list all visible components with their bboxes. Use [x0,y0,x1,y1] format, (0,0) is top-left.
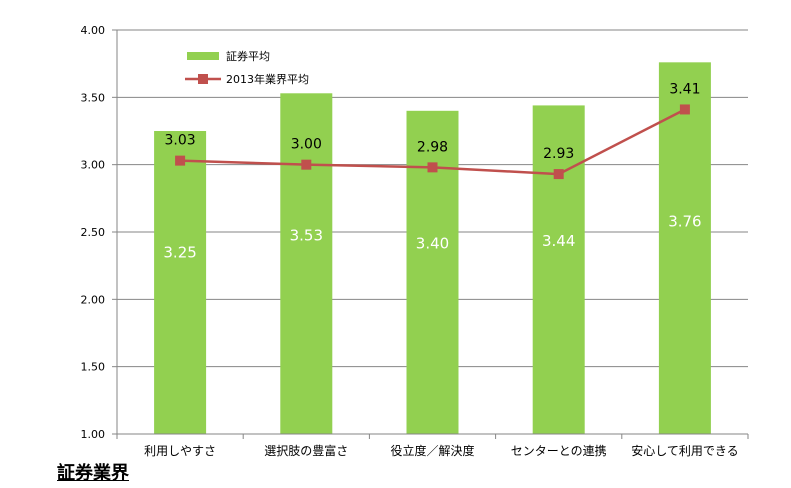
x-tick-label: センターとの連携 [511,443,607,458]
legend-bar-swatch [187,52,219,60]
line-marker [427,162,438,173]
bar [532,105,585,434]
line-value-label: 3.00 [291,137,322,153]
line-value-label: 3.41 [669,81,700,97]
footer-title: 証券業界 [57,463,129,484]
x-tick-label: 役立度／解決度 [390,443,474,458]
line-value-label: 3.03 [165,133,196,149]
line-series [175,104,690,180]
y-tick-label: 3.00 [81,159,106,172]
legend-line-marker [198,74,208,84]
bar-value-label: 3.44 [542,232,575,250]
legend: 証券平均 2013年業界平均 [185,49,309,86]
line-value-label: 2.93 [543,146,574,162]
y-tick-label: 2.00 [81,293,106,306]
bars [154,62,711,435]
y-tick-label: 3.50 [81,91,106,104]
axes: 1.00 1.50 2.00 2.50 3.00 3.50 4.00 利用しやすさ 選択肢の豊富… [81,24,749,458]
y-tick-label: 1.00 [81,428,106,441]
x-tick-label: 安心して利用できる [631,443,738,458]
line-value-label: 2.98 [417,139,448,155]
x-tick-label: 利用しやすさ [144,444,216,458]
line-marker [679,104,690,115]
line-marker [175,155,186,166]
x-tick-label: 選択肢の豊富さ [264,443,348,458]
line-marker [553,169,564,180]
bar-value-label: 3.40 [416,235,449,253]
y-tick-label: 4.00 [81,24,106,37]
legend-bar-label: 証券平均 [226,49,270,63]
line-marker [301,159,312,170]
y-tick-label: 1.50 [81,361,106,374]
y-tick-label: 2.50 [81,226,106,239]
bar [154,131,207,434]
legend-line-label: 2013年業界平均 [226,72,309,86]
bar-value-label: 3.25 [163,244,196,262]
bar [406,110,459,435]
data-labels: 3.25 3.53 3.40 3.44 3.76 3.03 3.00 2.98 2.93 3.41 [163,81,701,261]
bar-value-label: 3.53 [290,227,323,245]
bar-value-label: 3.76 [668,213,701,231]
bar [280,93,333,434]
bar [658,62,711,434]
